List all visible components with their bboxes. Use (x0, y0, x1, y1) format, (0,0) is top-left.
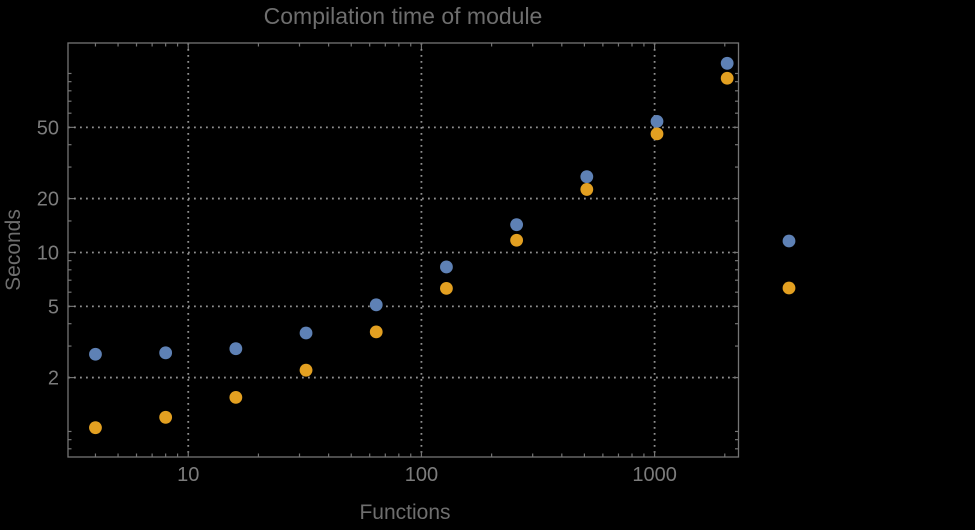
x-axis-label: Functions (359, 501, 450, 524)
point-series-2-orange-x2048 (720, 71, 734, 85)
point-series-2-orange-x512 (580, 183, 594, 196)
point-series-1-blue-x512 (580, 170, 594, 184)
legend-marker-series-1 (782, 234, 796, 248)
point-series-1-blue-x256 (510, 218, 524, 232)
point-series-1-blue-x16 (229, 342, 243, 356)
y-tick-label-2: 2 (48, 368, 59, 390)
y-tick-label-50: 50 (37, 117, 59, 139)
x-tick-label-10: 10 (177, 464, 199, 486)
x-tick-label-1000: 1000 (632, 464, 677, 486)
point-series-1-blue-x2048 (720, 56, 734, 70)
point-series-2-orange-x256 (510, 233, 524, 247)
point-series-2-orange-x64 (369, 325, 383, 339)
point-series-2-orange-x1024 (650, 127, 664, 141)
point-series-2-orange-x16 (229, 390, 243, 404)
y-tick-label-20: 20 (37, 189, 59, 211)
point-series-2-orange-x8 (159, 410, 173, 424)
point-series-1-blue-x128 (440, 260, 453, 274)
chart-title: Compilation time of module (264, 3, 543, 29)
y-tick-label-5: 5 (48, 296, 59, 318)
point-series-1-blue-x1024 (650, 114, 664, 128)
point-series-1-blue-x64 (369, 298, 383, 312)
point-series-2-orange-x128 (440, 281, 453, 295)
point-series-2-orange-x4 (89, 421, 102, 435)
legend-marker-series-2 (782, 281, 796, 295)
point-series-1-blue-x32 (299, 326, 313, 340)
point-series-1-blue-x8 (159, 346, 173, 360)
y-axis-label: Seconds (2, 209, 25, 291)
point-series-1-blue-x4 (89, 347, 102, 361)
x-tick-label-100: 100 (405, 464, 438, 486)
plot-frame (67, 42, 740, 458)
y-tick-label-10: 10 (37, 242, 59, 264)
point-series-2-orange-x32 (299, 363, 313, 377)
